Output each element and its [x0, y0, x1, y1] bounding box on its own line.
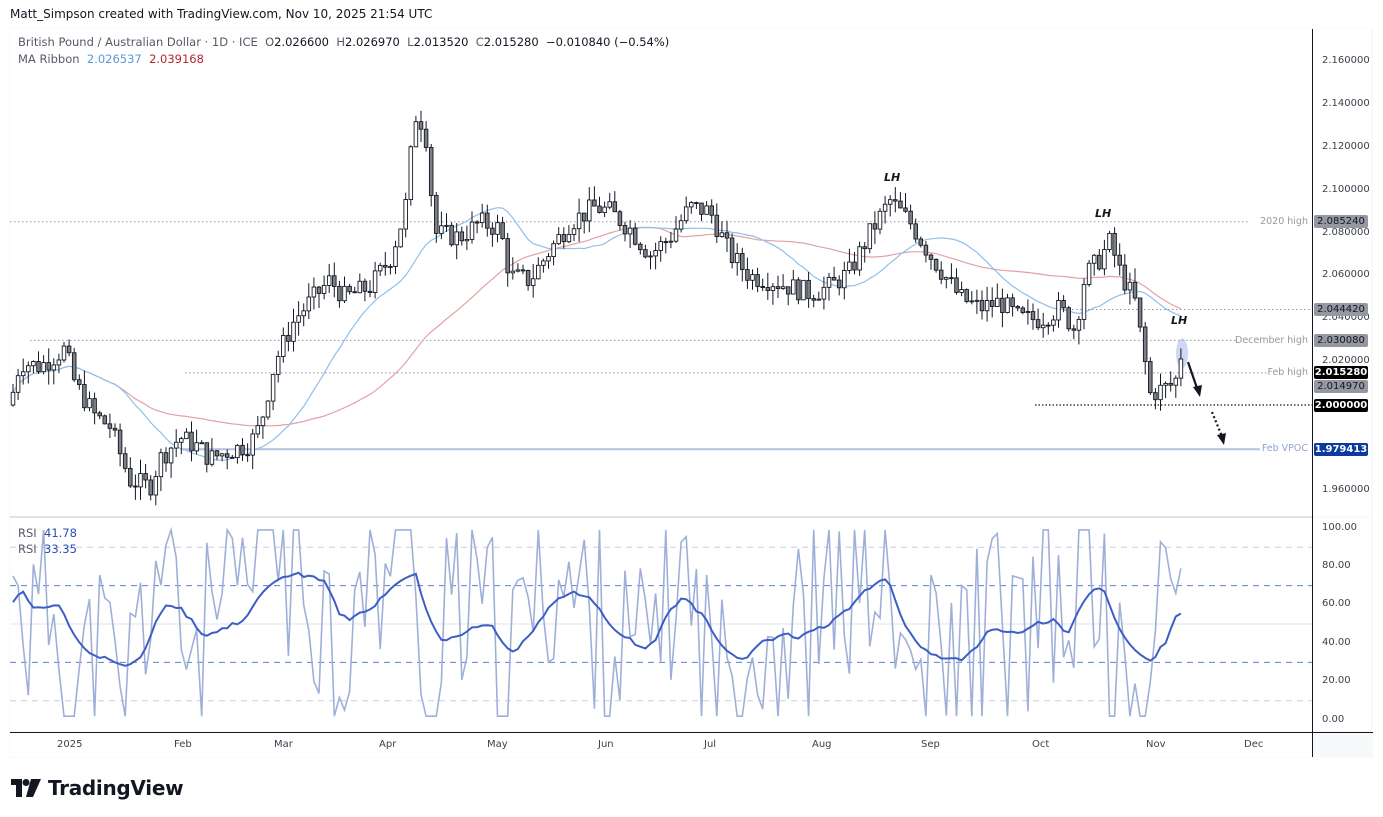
level-label-2020-high: 2020 high	[1260, 216, 1308, 227]
rsi-legend-2[interactable]: RSI 33.35	[18, 542, 77, 556]
time-label: 2025	[57, 739, 83, 750]
ma-fast-value: 2.026537	[86, 52, 142, 66]
price-tag-feb-vpoc: 1.979413	[1314, 443, 1368, 456]
rsi-pane[interactable]: RSI 41.78 RSI 33.35	[10, 518, 1312, 731]
tradingview-logo[interactable]: TradingView	[11, 776, 184, 800]
time-label: Jun	[598, 739, 614, 750]
rsi-tick: 60.00	[1322, 598, 1351, 609]
time-label: Mar	[274, 739, 293, 750]
axis-border	[1312, 29, 1313, 757]
rsi-tick: 0.00	[1322, 714, 1345, 725]
open-label: O	[265, 35, 275, 49]
price-tick: 2.060000	[1322, 269, 1370, 280]
price-tick: 1.960000	[1322, 484, 1370, 495]
low-label: L	[407, 35, 414, 49]
price-tick: 2.040000	[1322, 312, 1370, 323]
rsi-label: RSI	[18, 542, 37, 556]
candlestick-chart	[10, 110, 1312, 506]
ma-slow-value: 2.039168	[149, 52, 204, 66]
ma-ribbon-label: MA Ribbon	[18, 52, 80, 66]
price-tick: 2.160000	[1322, 55, 1370, 66]
chart-credit: Matt_Simpson created with TradingView.co…	[10, 7, 433, 21]
time-label: Sep	[921, 739, 940, 750]
lh-annotation-3: LH	[1171, 314, 1188, 327]
level-label-feb-vpoc: Feb VPOC	[1261, 443, 1308, 454]
lh-annotation-1: LH	[884, 171, 901, 184]
time-label: Nov	[1146, 739, 1166, 750]
symbol-legend: British Pound / Australian Dollar · 1D ·…	[18, 35, 669, 49]
time-label: Aug	[812, 739, 832, 750]
time-labels: 2025 Feb Mar Apr May Jun Jul Aug Sep Oct…	[10, 733, 1312, 757]
price-pane[interactable]: British Pound / Australian Dollar · 1D ·…	[10, 29, 1312, 516]
price-tick: 2.120000	[1322, 141, 1370, 152]
time-label: Oct	[1032, 739, 1050, 750]
change-value: −0.010840 (−0.54%)	[545, 35, 670, 49]
time-label: Dec	[1244, 739, 1264, 750]
time-label: Feb	[174, 739, 192, 750]
price-tag-last: 2.015280	[1314, 366, 1368, 379]
open-value: 2.026600	[274, 35, 329, 49]
rsi-tick: 20.00	[1322, 675, 1351, 686]
time-axis[interactable]	[10, 733, 1312, 757]
ma-ribbon-legend[interactable]: MA Ribbon 2.026537 2.039168	[18, 52, 204, 66]
rsi-tick: 40.00	[1322, 637, 1351, 648]
level-label-feb-high: Feb high	[1267, 367, 1308, 378]
symbol-name[interactable]: British Pound / Australian Dollar · 1D ·…	[18, 35, 258, 49]
price-tick: 2.140000	[1322, 98, 1370, 109]
low-value: 2.013520	[413, 35, 469, 49]
price-tick: 2.020000	[1322, 355, 1370, 366]
time-label: Jul	[704, 739, 717, 750]
rsi-tick: 100.00	[1322, 522, 1357, 533]
close-label: C	[475, 35, 484, 49]
high-label: H	[336, 35, 345, 49]
rsi-axis[interactable]	[1313, 518, 1371, 731]
rsi-tick: 80.00	[1322, 560, 1351, 571]
rsi-chart	[10, 526, 1312, 717]
rsi-value: 41.78	[44, 526, 77, 540]
price-tag-2020-high: 2.085240	[1314, 215, 1368, 228]
rsi-legend-1[interactable]: RSI 41.78	[18, 526, 77, 540]
rsi-value: 33.35	[44, 542, 77, 556]
time-label: May	[487, 739, 508, 750]
lh-annotation-2: LH	[1095, 207, 1112, 220]
pane-separator[interactable]	[10, 516, 1312, 518]
price-tag-resistance: 2.044420	[1314, 303, 1368, 316]
high-value: 2.026970	[344, 35, 400, 49]
level-label-december-high: December high	[1235, 335, 1308, 346]
rsi-label: RSI	[18, 526, 37, 540]
close-value: 2.015280	[483, 35, 539, 49]
price-tag-2000: 2.000000	[1314, 399, 1368, 412]
price-axis[interactable]	[1313, 29, 1371, 516]
price-tag-feb-high: 2.014970	[1314, 380, 1368, 393]
time-label: Apr	[379, 739, 397, 750]
price-tick: 2.080000	[1322, 227, 1370, 238]
tradingview-logo-icon	[11, 779, 41, 797]
price-tick: 2.100000	[1322, 184, 1370, 195]
tradingview-logo-text: TradingView	[48, 776, 184, 800]
time-axis-border	[10, 732, 1373, 733]
price-tag-december-high: 2.030080	[1314, 334, 1368, 347]
